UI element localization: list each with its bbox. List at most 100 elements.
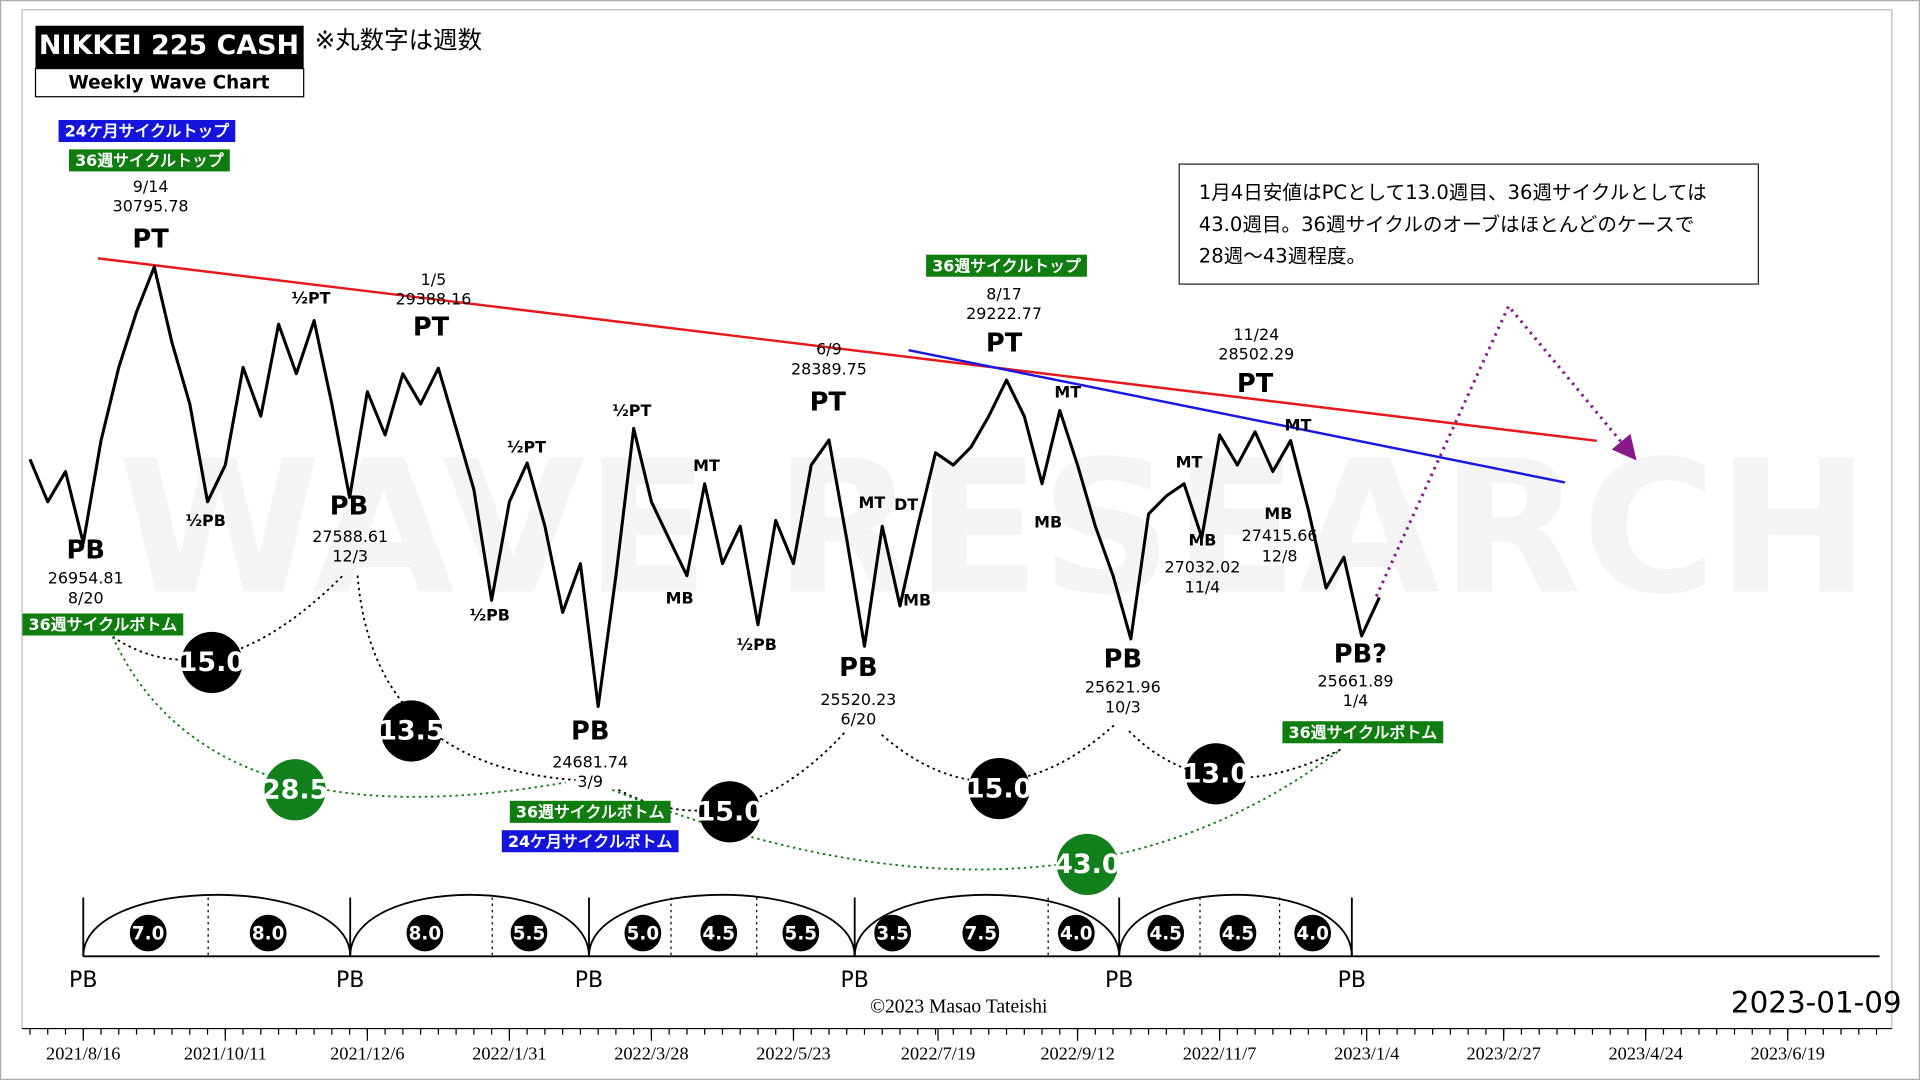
subtitle: Weekly Wave Chart bbox=[69, 72, 270, 93]
sub-count-label: 7.5 bbox=[965, 923, 998, 944]
point-price: 29222.77 bbox=[966, 304, 1042, 323]
x-tick-label: 2022/3/28 bbox=[614, 1044, 688, 1064]
wave-label: MT bbox=[858, 493, 885, 512]
cycle-count bbox=[1185, 743, 1247, 805]
wave-label: ½PB bbox=[186, 511, 226, 530]
x-tick-label: 2021/12/6 bbox=[330, 1044, 404, 1064]
point-date: 8/20 bbox=[68, 588, 104, 607]
cycle-tag bbox=[58, 120, 236, 143]
sub-count-label: 4.5 bbox=[703, 923, 736, 944]
point-date: 10/3 bbox=[1105, 697, 1141, 716]
cycle-tag bbox=[1282, 721, 1444, 744]
sub-count bbox=[1147, 914, 1185, 952]
cycle-count bbox=[699, 781, 761, 843]
note: ※丸数字は週数 bbox=[315, 26, 482, 55]
arch-divider bbox=[82, 897, 1353, 957]
sub-count-label: 5.5 bbox=[513, 923, 546, 944]
cycle-tag-text: 24ケ月サイクルトップ bbox=[65, 122, 230, 141]
wave-label: PB? bbox=[1334, 640, 1387, 670]
cycle-count-label: 13.5 bbox=[378, 716, 444, 747]
wave-label: PT bbox=[413, 313, 450, 343]
trend-line bbox=[97, 257, 1597, 443]
cycle-tag bbox=[22, 613, 184, 636]
sub-count bbox=[1057, 914, 1095, 952]
data-layer: 2021/8/16 2021/10/11 2021/12/6 2022/1/31 202… bbox=[22, 120, 1878, 1064]
wave-label: PT bbox=[1237, 369, 1274, 399]
sub-count bbox=[782, 914, 820, 952]
cycle-tag-text: 36週サイクルトップ bbox=[75, 151, 224, 170]
x-tick-label: 2023/4/24 bbox=[1608, 1044, 1682, 1064]
wave-label: PT bbox=[810, 387, 847, 417]
point-price: 25520.23 bbox=[820, 690, 896, 709]
wave-label: MB bbox=[1188, 531, 1216, 550]
arch-pb-label: PB bbox=[336, 968, 364, 993]
point-price: 29388.16 bbox=[396, 290, 472, 309]
cycle-count bbox=[1056, 833, 1118, 896]
sub-count bbox=[1219, 914, 1257, 952]
point-price: 27032.02 bbox=[1164, 558, 1240, 577]
wave-label: MB bbox=[666, 588, 694, 607]
wave-label: MB bbox=[903, 591, 931, 610]
arch bbox=[853, 894, 1121, 957]
x-tick-label: 2022/9/12 bbox=[1040, 1044, 1114, 1064]
wave-label: ½PT bbox=[612, 401, 651, 420]
arch-pb-label: PB bbox=[1338, 968, 1366, 993]
x-tick-label: 2022/7/19 bbox=[901, 1044, 975, 1064]
point-price: 25621.96 bbox=[1085, 678, 1161, 697]
cycle-tag-text: 36週サイクルボトム bbox=[1289, 723, 1438, 742]
price-line bbox=[28, 265, 1381, 709]
cycle-tag bbox=[68, 149, 230, 172]
cycle-count-label: 15.0 bbox=[966, 773, 1032, 804]
point-price: 24681.74 bbox=[552, 752, 628, 771]
x-tick-label: 2023/1/4 bbox=[1334, 1044, 1399, 1064]
title: NIKKEI 225 CASH bbox=[39, 30, 299, 61]
x-tick-label: 2023/6/19 bbox=[1751, 1044, 1825, 1064]
info-box bbox=[1178, 163, 1759, 285]
x-tick-label: 2021/8/16 bbox=[46, 1044, 120, 1064]
arch bbox=[82, 894, 352, 957]
sub-count bbox=[1294, 914, 1332, 952]
sub-count-label: 4.5 bbox=[1149, 923, 1182, 944]
arches bbox=[82, 893, 1880, 958]
x-tick-label: 2022/11/7 bbox=[1183, 1044, 1257, 1064]
cycle-tag bbox=[501, 830, 679, 853]
sub-count-label: 5.0 bbox=[627, 923, 660, 944]
point-date: 1/5 bbox=[421, 270, 447, 289]
arch-pb-label: PB bbox=[575, 968, 603, 993]
x-tick-label: 2022/5/23 bbox=[756, 1044, 830, 1064]
sub-count bbox=[129, 914, 167, 952]
trend-line bbox=[908, 349, 1566, 484]
cycle-tag bbox=[509, 800, 671, 823]
watermark: WAVE RESEARCH bbox=[118, 423, 1870, 636]
cycle-count bbox=[264, 759, 326, 821]
cycle-tag-text: 36週サイクルボトム bbox=[29, 615, 178, 634]
wave-label: MB bbox=[1034, 512, 1062, 531]
wave-label: PB bbox=[330, 491, 368, 521]
sub-count bbox=[510, 914, 548, 952]
cycle-tag-text: 36週サイクルトップ bbox=[932, 256, 1081, 275]
point-price: 30795.78 bbox=[113, 196, 189, 215]
point-date: 3/9 bbox=[577, 772, 603, 791]
point-date: 12/8 bbox=[1262, 547, 1298, 566]
sub-count-label: 8.0 bbox=[409, 923, 442, 944]
point-price: 28389.75 bbox=[791, 359, 867, 378]
wave-label: DT bbox=[894, 495, 918, 514]
point-date: 8/17 bbox=[986, 285, 1022, 304]
wave-label: ½PB bbox=[737, 635, 777, 654]
sub-count bbox=[406, 914, 444, 952]
x-tick-label: 2021/10/11 bbox=[184, 1044, 267, 1064]
cycle-tag bbox=[926, 254, 1087, 277]
wave-label: PT bbox=[132, 224, 169, 254]
arch-pb-label: PB bbox=[840, 968, 868, 993]
arch-pb-label: PB bbox=[69, 968, 97, 993]
title-box bbox=[35, 25, 304, 69]
arch bbox=[588, 894, 856, 957]
wave-label: MT bbox=[693, 456, 720, 475]
sub-count-label: 5.5 bbox=[785, 923, 818, 944]
wave-label: ½PB bbox=[470, 605, 510, 624]
point-price: 27588.61 bbox=[312, 527, 388, 546]
cycle-count-label: 13.0 bbox=[1183, 759, 1249, 790]
wave-label: ½PT bbox=[507, 438, 546, 457]
